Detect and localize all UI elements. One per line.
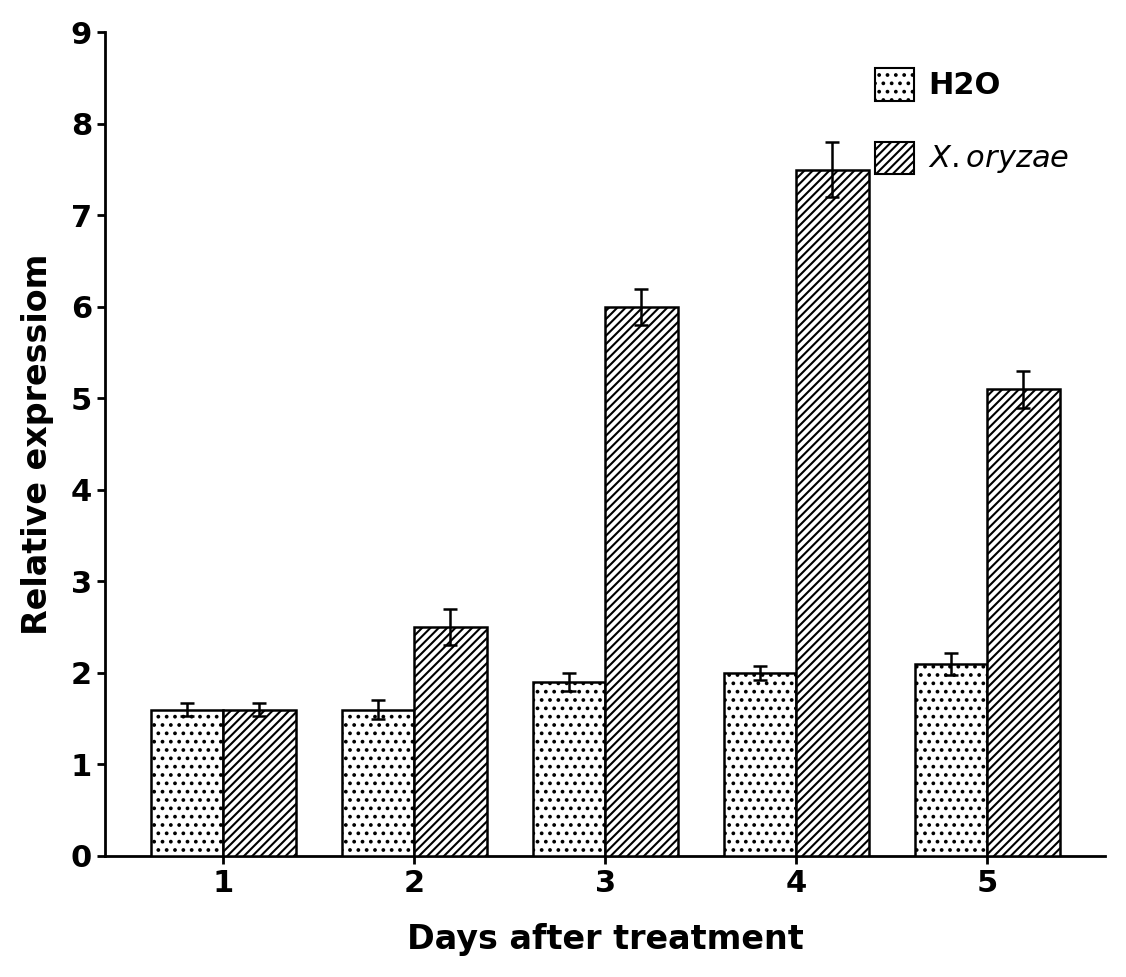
Bar <box>151 709 223 856</box>
Legend: H2O, $\it{X. oryzae}$: H2O, $\it{X. oryzae}$ <box>852 46 1091 197</box>
Bar <box>223 709 296 856</box>
Bar <box>533 682 605 856</box>
Bar <box>724 673 796 856</box>
Bar <box>796 170 868 856</box>
Bar <box>914 663 988 856</box>
Bar <box>988 389 1060 856</box>
Y-axis label: Relative expressiom: Relative expressiom <box>21 253 54 635</box>
X-axis label: Days after treatment: Days after treatment <box>406 923 804 956</box>
Bar <box>341 709 414 856</box>
Bar <box>605 307 678 856</box>
Bar <box>414 627 486 856</box>
